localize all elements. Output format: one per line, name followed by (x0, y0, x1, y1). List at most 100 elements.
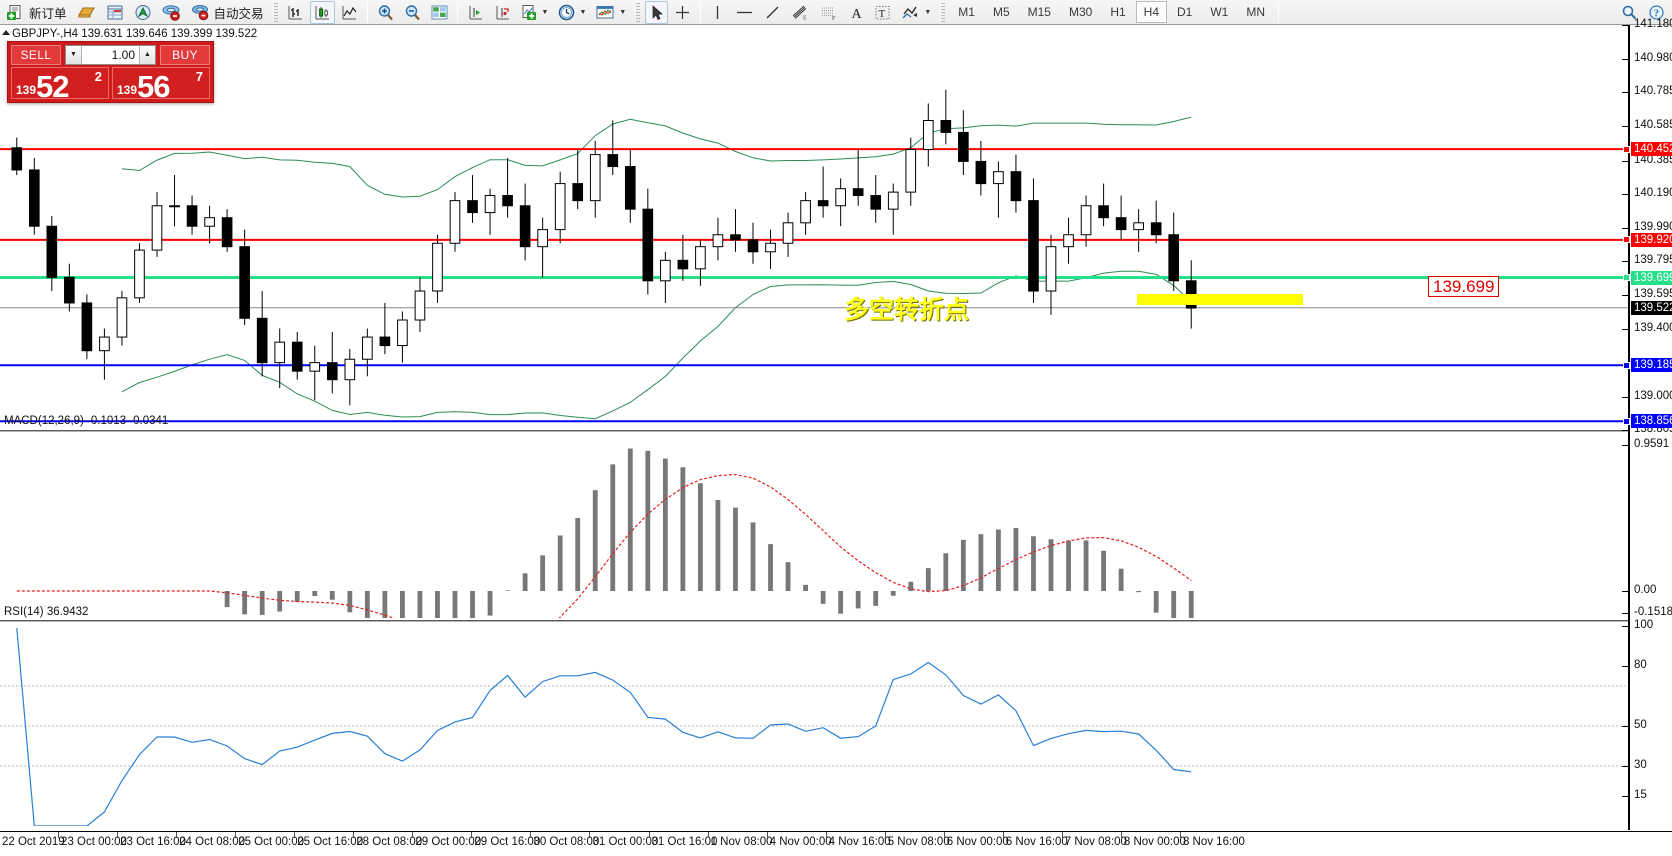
help-button[interactable]: ? (1644, 1, 1669, 24)
sell-price-quote[interactable]: 139 52 2 (11, 67, 109, 99)
timeframe-d1[interactable]: D1 (1177, 5, 1193, 19)
cursor-tool-button[interactable] (645, 0, 669, 24)
price-tick (1622, 430, 1628, 431)
tile-windows-button[interactable] (427, 1, 452, 24)
timeframe-m5[interactable]: M5 (992, 5, 1010, 19)
search-button[interactable] (1617, 1, 1642, 24)
level-handle[interactable] (1623, 145, 1630, 153)
rsi-tick (1622, 726, 1628, 727)
indicators-button[interactable]: ▼ (517, 1, 553, 24)
sell-button[interactable]: SELL (11, 44, 61, 65)
highlight-rectangle[interactable] (1137, 294, 1303, 305)
horizontal-line-button[interactable] (731, 1, 758, 24)
navigator-icon (135, 4, 151, 20)
time-tick (589, 832, 591, 838)
price-level-box-resistance[interactable]: 140.452 (1631, 142, 1672, 157)
objects-dropdown-arrow[interactable]: ▼ (924, 8, 932, 16)
price-tick-label: 139.990 (1634, 220, 1672, 233)
autotrading-label: 自动交易 (213, 5, 264, 21)
trendline-button[interactable] (760, 1, 785, 24)
buy-button[interactable]: BUY (160, 44, 210, 65)
price-level-box-support[interactable]: 138.856 (1631, 414, 1672, 429)
macd-pane[interactable] (0, 433, 1628, 618)
terminal-button[interactable] (158, 1, 185, 24)
shift-end-button[interactable] (463, 1, 488, 24)
text-label-button[interactable]: T (870, 1, 895, 24)
timeframe-m30[interactable]: M30 (1068, 5, 1093, 19)
new-order-button[interactable]: 新订单 (3, 1, 71, 24)
timeframe-h4[interactable]: H4 (1135, 1, 1167, 23)
help-icon: ? (1649, 4, 1664, 20)
candlestick-chart-button[interactable] (309, 0, 335, 24)
vertical-line-button[interactable] (706, 1, 729, 24)
indicators-dropdown-arrow[interactable]: ▼ (541, 8, 549, 16)
price-tick-label: 140.785 (1634, 85, 1672, 98)
macd-tick (1622, 445, 1628, 446)
bar-chart-button[interactable] (283, 1, 308, 24)
volume-down-button[interactable]: ▼ (66, 45, 82, 64)
period-button[interactable]: ▼ (554, 1, 590, 24)
level-handle[interactable] (1623, 417, 1630, 425)
sell-price-integer: 139 (16, 83, 37, 97)
timeframe-w1[interactable]: W1 (1210, 5, 1229, 19)
price-level-box-last-price[interactable]: 139.522 (1631, 300, 1672, 315)
toolbar-grip[interactable] (272, 2, 278, 22)
autotrading-button[interactable]: 自动交易 (187, 1, 268, 24)
chinese-annotation-text[interactable]: 多空转折点 (844, 295, 970, 324)
volume-value[interactable]: 1.00 (111, 47, 135, 62)
order-panel-controls: SELL ▼ 1.00 ▲ BUY (8, 42, 213, 67)
level-handle[interactable] (1623, 236, 1630, 244)
volume-stepper[interactable]: ▼ 1.00 ▲ (65, 44, 156, 65)
timeframe-h1[interactable]: H1 (1110, 5, 1126, 19)
text-button[interactable]: A (845, 1, 868, 24)
text-icon: A (852, 7, 863, 21)
timeframe-m15[interactable]: M15 (1027, 5, 1051, 19)
time-tick (471, 832, 473, 838)
templates-dropdown-arrow[interactable]: ▼ (619, 8, 627, 16)
rsi-tick (1622, 766, 1628, 767)
chart-shift-button[interactable] (490, 1, 515, 24)
level-handle[interactable] (1623, 361, 1630, 369)
time-scale[interactable]: 22 Oct 2019 23 Oct 00:00 23 Oct 16:00 24 Oc… (0, 831, 1672, 856)
price-tick (1622, 59, 1628, 61)
timeframe-m1[interactable]: M1 (958, 5, 975, 19)
rsi-tick (1622, 796, 1628, 797)
toolbar-grip-2[interactable] (635, 2, 641, 22)
chart-container[interactable]: GBPJPY-,H4 139.631 139.646 139.399 139.5… (0, 18, 1672, 856)
price-level-box-support[interactable]: 139.185 (1631, 358, 1672, 373)
price-level-box-resistance[interactable]: 139.920 (1631, 232, 1672, 247)
timeframe-mn[interactable]: MN (1246, 5, 1266, 19)
macd-tick (1622, 591, 1628, 592)
time-tick (117, 832, 119, 838)
line-chart-button[interactable] (337, 1, 362, 24)
objects-icon (902, 6, 918, 18)
templates-button[interactable]: ▼ (592, 1, 630, 24)
price-level-box-pivot[interactable]: 139.699 (1631, 270, 1672, 285)
zoom-in-button[interactable] (373, 1, 398, 24)
rsi-pane[interactable] (0, 626, 1628, 826)
profiles-button[interactable] (73, 1, 100, 24)
volume-up-button[interactable]: ▲ (139, 45, 155, 64)
one-click-trading-panel[interactable]: SELL ▼ 1.00 ▲ BUY 139 52 2 139 56 7 (7, 41, 214, 103)
objects-button[interactable]: ▼ (897, 1, 935, 24)
fibonacci-button[interactable]: F (816, 1, 843, 24)
buy-price-quote[interactable]: 139 56 7 (112, 67, 210, 99)
time-tick (353, 832, 355, 838)
rsi-header: RSI(14) 36.9432 (4, 606, 89, 618)
toolbar-separator-4 (1278, 2, 1280, 22)
equidistant-channel-button[interactable]: E (787, 1, 814, 24)
market-watch-button[interactable] (102, 1, 128, 24)
navigator-button[interactable] (130, 1, 156, 24)
level-handle[interactable] (1623, 274, 1630, 282)
crosshair-tool-button[interactable] (670, 1, 695, 24)
toolbar-grip-3[interactable] (940, 2, 946, 22)
time-tick-label: 30 Oct 08:00 (533, 836, 600, 848)
price-tag-label[interactable]: 139.699 (1428, 276, 1500, 297)
chart-collapse-arrow[interactable] (2, 30, 10, 35)
zoom-out-button[interactable] (400, 1, 425, 24)
price-scale-axis[interactable] (1628, 25, 1630, 830)
price-tick (1622, 160, 1628, 162)
price-pane[interactable] (0, 25, 1628, 430)
rsi-tick-label: 30 (1634, 759, 1647, 771)
period-dropdown-arrow[interactable]: ▼ (579, 8, 587, 16)
